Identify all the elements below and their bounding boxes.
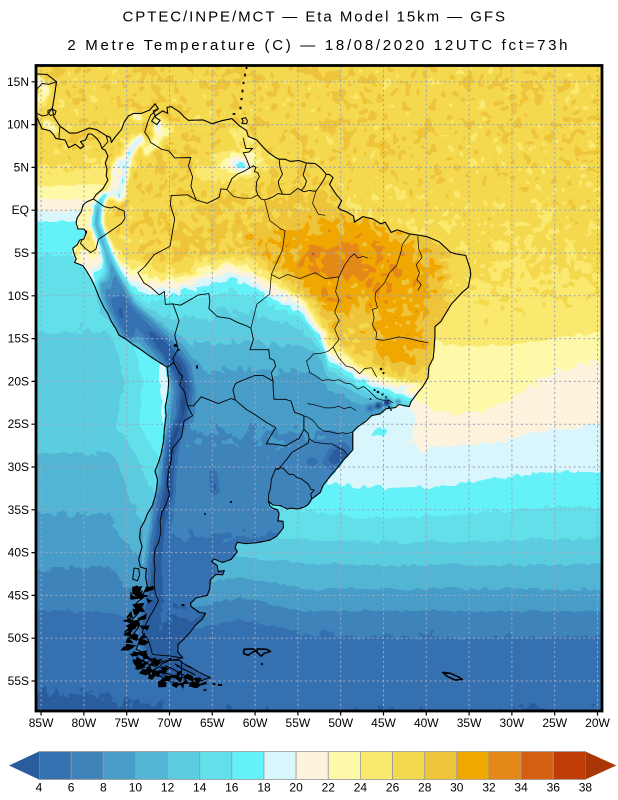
svg-text:50W: 50W	[328, 716, 353, 730]
svg-text:12: 12	[161, 781, 175, 795]
svg-text:85W: 85W	[29, 716, 54, 730]
svg-text:45W: 45W	[371, 716, 396, 730]
svg-text:60W: 60W	[243, 716, 268, 730]
svg-text:10N: 10N	[7, 118, 29, 132]
svg-text:32: 32	[482, 781, 496, 795]
svg-text:25S: 25S	[8, 417, 29, 431]
svg-text:15S: 15S	[8, 332, 29, 346]
svg-text:22: 22	[322, 781, 336, 795]
svg-text:40S: 40S	[8, 546, 29, 560]
svg-text:50S: 50S	[8, 631, 29, 645]
svg-text:CPTEC/INPE/MCT — Eta Model 15: CPTEC/INPE/MCT — Eta Model 15km — GFS	[122, 9, 506, 26]
svg-text:16: 16	[225, 781, 239, 795]
svg-text:4: 4	[36, 781, 43, 795]
svg-text:30: 30	[450, 781, 464, 795]
svg-text:65W: 65W	[200, 716, 225, 730]
svg-text:45S: 45S	[8, 588, 29, 602]
svg-text:20W: 20W	[585, 716, 610, 730]
svg-text:10S: 10S	[8, 289, 29, 303]
svg-text:55W: 55W	[286, 716, 311, 730]
svg-text:35W: 35W	[457, 716, 482, 730]
svg-text:10: 10	[129, 781, 143, 795]
svg-text:18: 18	[257, 781, 271, 795]
svg-text:20S: 20S	[8, 374, 29, 388]
svg-text:30W: 30W	[500, 716, 525, 730]
svg-text:14: 14	[193, 781, 207, 795]
svg-text:20: 20	[289, 781, 303, 795]
svg-text:26: 26	[386, 781, 400, 795]
svg-text:6: 6	[68, 781, 75, 795]
svg-text:36: 36	[547, 781, 561, 795]
svg-text:35S: 35S	[8, 503, 29, 517]
svg-text:30S: 30S	[8, 460, 29, 474]
svg-text:55S: 55S	[8, 674, 29, 688]
svg-text:2 Metre Temperature (C) — 18/0: 2 Metre Temperature (C) — 18/08/2020 12U…	[67, 37, 570, 54]
svg-text:40W: 40W	[414, 716, 439, 730]
svg-text:5N: 5N	[14, 160, 29, 174]
svg-text:34: 34	[514, 781, 528, 795]
svg-text:EQ: EQ	[12, 203, 29, 217]
svg-text:8: 8	[100, 781, 107, 795]
svg-text:25W: 25W	[542, 716, 567, 730]
svg-text:38: 38	[579, 781, 593, 795]
svg-text:70W: 70W	[157, 716, 182, 730]
svg-text:24: 24	[354, 781, 368, 795]
svg-text:28: 28	[418, 781, 432, 795]
svg-text:80W: 80W	[72, 716, 97, 730]
svg-text:75W: 75W	[114, 716, 139, 730]
svg-text:5S: 5S	[14, 246, 29, 260]
svg-text:15N: 15N	[7, 75, 29, 89]
